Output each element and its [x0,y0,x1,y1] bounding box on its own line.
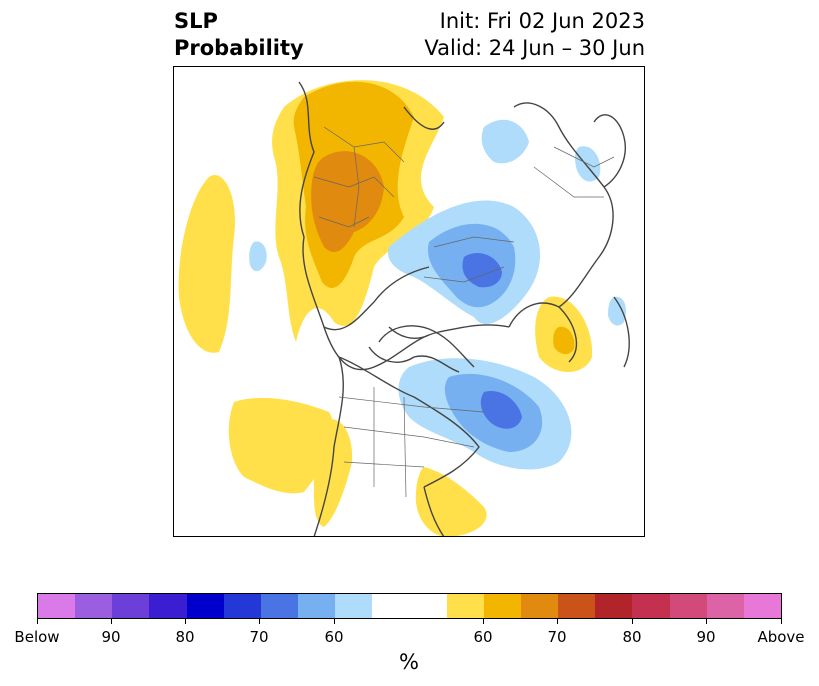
colorbar-tick-label: Below [14,628,60,646]
colorbar-swatch [112,594,150,618]
colorbar-swatch [372,594,447,618]
init-date: Init: Fri 02 Jun 2023 [439,9,645,33]
title-line-1: SLP [174,9,218,33]
colorbar-tick-label: 80 [622,628,642,646]
probability-map [173,66,645,537]
forecast-dates: Init: Fri 02 Jun 2023 Valid: 24 Jun – 30… [424,8,645,62]
colorbar-swatch [260,594,299,618]
colorbar-tick-mark [334,619,335,624]
colorbar-swatch [743,594,782,618]
colorbar-tick-label: 90 [101,628,121,646]
anomaly-below-60-europe-small [249,241,267,272]
anomaly-above-60-gulf [415,467,487,536]
colorbar-swatch [75,594,113,618]
colorbar-swatch [335,594,373,618]
map-canvas [178,80,630,536]
anomaly-above-60-west-us [313,419,353,527]
probability-colorbar [37,593,782,619]
colorbar-unit: % [399,650,419,674]
colorbar-tick-label: 70 [249,628,269,646]
colorbar-swatch [446,594,484,618]
colorbar-tick-label: 60 [473,628,493,646]
colorbar-tick-mark [483,619,484,624]
map-title: SLP Probability [174,8,304,62]
anomaly-above-60-pacific [228,397,335,494]
colorbar-swatch [595,594,633,618]
colorbar-swatch [632,594,670,618]
colorbar-tick-mark [557,619,558,624]
colorbar-swatch [521,594,559,618]
colorbar-tick-mark [632,619,633,624]
colorbar-tick-mark [706,619,707,624]
colorbar-tick-label: 70 [547,628,567,646]
anomaly-above-80-europe [311,151,384,252]
country-borders [313,126,615,498]
title-line-2: Probability [174,36,304,60]
colorbar-tick-mark [185,619,186,624]
colorbar-swatch [483,594,522,618]
colorbar-swatch [223,594,261,618]
colorbar-swatch [706,594,744,618]
colorbar-tick-label: 60 [324,628,344,646]
colorbar-swatch [669,594,707,618]
colorbar-swatch [558,594,596,618]
anomaly-below-80-atlantic [480,391,522,429]
colorbar-tick-mark [781,619,782,624]
colorbar-swatch [186,594,224,618]
colorbar-tick-label: 90 [696,628,716,646]
colorbar-swatch [298,594,336,618]
anomaly-above-60-atlantic [178,175,235,353]
colorbar-tick-label: Above [757,628,805,646]
colorbar-tick-mark [37,619,38,624]
anomaly-above-70-japan [553,326,575,355]
colorbar-swatch [38,594,76,618]
anomaly-below-60-arctic [481,119,529,164]
colorbar-tick-label: 80 [175,628,195,646]
valid-dates: Valid: 24 Jun – 30 Jun [424,36,645,60]
colorbar-tick-mark [111,619,112,624]
colorbar-swatch [149,594,187,618]
colorbar-tick-mark [259,619,260,624]
anomaly-below-60-pacific-small [608,296,626,326]
coastlines [298,81,630,536]
